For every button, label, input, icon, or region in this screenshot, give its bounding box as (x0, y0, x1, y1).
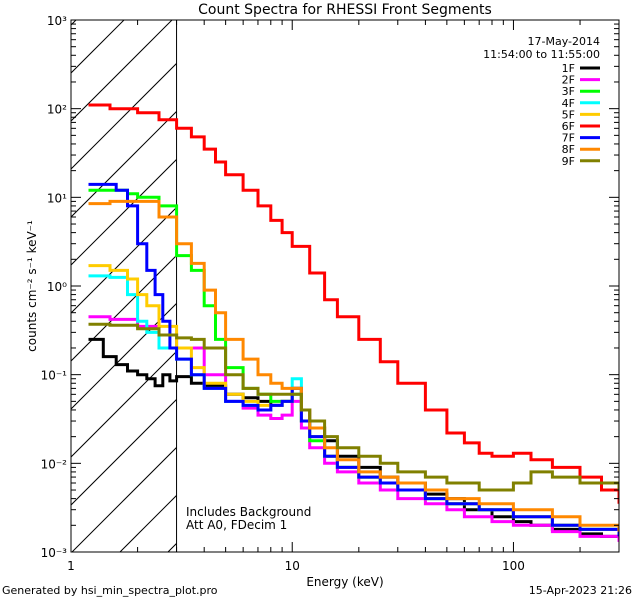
legend-label-3f: 3F (562, 85, 575, 98)
y-axis-label: counts cm⁻² s⁻¹ keV⁻¹ (25, 220, 39, 352)
date-label: 17-May-2014 (528, 35, 600, 48)
x-tick-label: 10 (285, 559, 300, 573)
series-lines (88, 103, 619, 542)
hatch-line (71, 398, 177, 506)
generated-by-label: Generated by hsi_min_spectra_plot.pro (2, 584, 218, 597)
series-line-6f (88, 103, 619, 504)
hatch-line (408, 20, 640, 552)
hatch-line (71, 302, 177, 410)
series-line-9f (88, 322, 619, 492)
series-line-8f (88, 199, 619, 532)
hatch-line (71, 110, 177, 218)
chart-title: Count Spectra for RHESSI Front Segments (198, 2, 492, 18)
legend-label-2f: 2F (562, 74, 575, 87)
hatch-line (600, 20, 640, 552)
x-tick-label: 100 (502, 559, 525, 573)
series-line-5f (88, 264, 619, 537)
y-tick-label: 10¹ (47, 191, 67, 205)
series-line-7f (88, 182, 619, 537)
series-line-4f (88, 274, 619, 537)
hatch-line (71, 206, 177, 314)
legend-label-7f: 7F (562, 132, 575, 145)
legend-label-9f: 9F (562, 155, 575, 168)
time-range-label: 11:54:00 to 11:55:00 (483, 48, 600, 61)
y-tick-label: 10³ (47, 14, 67, 28)
hatch-line (71, 254, 177, 362)
x-axis-label: Energy (keV) (306, 575, 383, 589)
hatch-line (71, 20, 173, 122)
series-line-2f (88, 315, 619, 542)
x-tick-label: 1 (67, 559, 75, 573)
legend-label-1f: 1F (562, 62, 575, 75)
legend-label-8f: 8F (562, 143, 575, 156)
legend-label-5f: 5F (562, 108, 575, 121)
axis-ticks: 1 10 100 10³ 10² 10¹ 10⁰ 10⁻¹ 10⁻² 10⁻³ (41, 14, 620, 573)
hatch-line (71, 446, 177, 552)
y-tick-label: 10⁰ (47, 280, 67, 294)
timestamp-label: 15-Apr-2023 21:26 (528, 584, 632, 597)
hatch-line (216, 20, 640, 552)
y-tick-label: 10² (47, 103, 67, 117)
hatch-line (264, 20, 640, 552)
y-tick-label: 10⁻³ (41, 546, 68, 560)
legend-label-6f: 6F (562, 120, 575, 133)
hatch-line (0, 20, 28, 552)
attenuator-note: Att A0, FDecim 1 (186, 518, 287, 532)
y-tick-label: 10⁻² (41, 457, 68, 471)
legend-label-4f: 4F (562, 97, 575, 110)
series-line-3f (88, 188, 619, 537)
y-tick-label: 10⁻¹ (41, 369, 68, 383)
background-note: Includes Background (186, 505, 311, 519)
